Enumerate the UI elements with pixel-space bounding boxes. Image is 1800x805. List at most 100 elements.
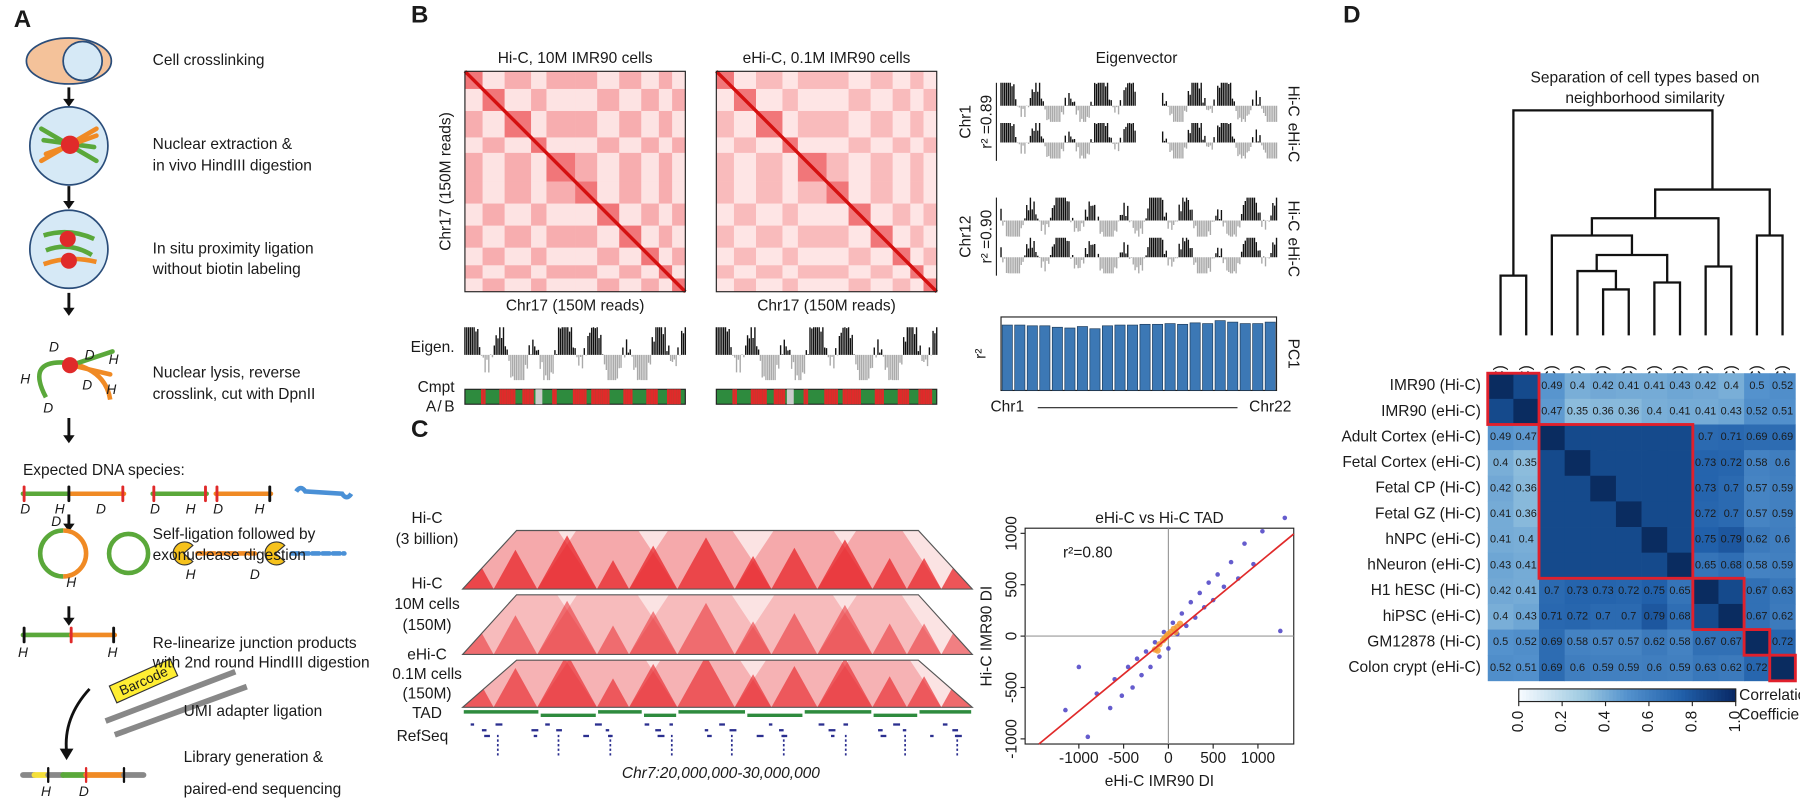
heatmap-cell-block [1590, 475, 1617, 502]
refseq-gene [880, 734, 887, 738]
tad-triangle [629, 530, 772, 590]
cell-label: 0.63 [1695, 662, 1716, 674]
dendrogram-branch [1755, 234, 1784, 336]
y-tick-label: 500 [1004, 572, 1021, 598]
heatmap-cell [1769, 552, 1796, 579]
heatmap-cell [1667, 603, 1694, 630]
compartment-b [856, 389, 859, 405]
compartment-b [598, 389, 601, 405]
heatmap-cell [1590, 603, 1617, 630]
step-text: UMI adapter ligation [184, 703, 323, 720]
arrow [64, 687, 91, 753]
heatmap-texture [892, 181, 911, 204]
point [1170, 620, 1176, 626]
compartment-gap [535, 389, 543, 405]
tad-triangle [629, 660, 772, 708]
heatmap-cell [1667, 629, 1694, 656]
heatmap-texture [848, 137, 871, 153]
arrow-head [63, 617, 75, 626]
bar [1227, 321, 1239, 391]
tad-triangle [817, 604, 873, 655]
bar [1264, 321, 1276, 391]
compartment-b [584, 389, 587, 405]
point [1161, 629, 1167, 635]
colorbar-segment [1641, 688, 1646, 702]
tad-triangle [872, 623, 907, 655]
heatmap-texture [482, 247, 505, 266]
cell-label: 0.43 [1721, 406, 1742, 418]
cell-label: 0.72 [1618, 585, 1639, 597]
point [1148, 664, 1153, 670]
heatmap-texture [910, 278, 924, 292]
row-label: Colon crypt (eHi-C) [1348, 659, 1481, 676]
heatmap-texture [733, 278, 756, 292]
heatmap-texture [482, 152, 505, 182]
eigen-track [1002, 220, 1270, 237]
heatmap-cell [1615, 578, 1642, 605]
cell-label: 0.36 [1516, 482, 1537, 494]
heatmap-texture [797, 71, 827, 89]
compartment-b [522, 389, 525, 405]
tad-triangle [906, 558, 942, 590]
heatmap-texture [546, 247, 576, 266]
heatmap-cell [1744, 603, 1771, 630]
heatmap-texture [672, 181, 686, 204]
heatmap-texture [826, 137, 849, 153]
compartment-b [604, 389, 608, 405]
compartment-b [593, 389, 596, 405]
heatmap-cell-block [1718, 603, 1745, 630]
colorbar-segment [1576, 688, 1581, 702]
cell-label: 0.41 [1695, 406, 1716, 418]
heatmap-texture [546, 181, 576, 204]
heatmap-texture [546, 88, 576, 111]
dendrogram-branch [1595, 253, 1669, 283]
heatmap-texture [641, 278, 659, 292]
colorbar-segment [1601, 688, 1606, 702]
tad-triangle [817, 660, 873, 708]
heatmap-cell [1692, 450, 1719, 477]
point [1063, 707, 1068, 713]
compartment-b [750, 389, 754, 405]
cell-label: 0.72 [1772, 636, 1793, 648]
compartment-b [828, 389, 832, 405]
compartment-b [607, 389, 610, 405]
colorbar-segment [1605, 688, 1610, 702]
x-tick-label: Chr1 [991, 399, 1025, 416]
cell-label: 0.58 [1567, 636, 1588, 648]
heatmap-cell [1487, 603, 1514, 630]
heatmap-cell [1513, 603, 1540, 630]
dna-strand [294, 485, 354, 500]
cell-label: 0.57 [1746, 482, 1767, 494]
heatmap-texture [464, 247, 483, 266]
compartment-b [824, 389, 827, 405]
site-label: H [55, 501, 65, 516]
colorbar-segment [1627, 688, 1632, 702]
heatmap-texture [575, 225, 598, 248]
site-label: H [254, 501, 264, 516]
compartment-b [929, 389, 933, 405]
heatmap-texture [733, 110, 756, 138]
cell-label: 0.57 [1746, 508, 1767, 520]
heatmap-texture [848, 247, 871, 266]
heatmap-cell-block [1513, 398, 1540, 425]
heatmap-cell [1692, 501, 1719, 528]
heatmap-cell [1513, 501, 1540, 528]
colorbar-segment [1565, 688, 1570, 702]
tad-triangle [537, 530, 678, 590]
compartment-b [508, 389, 511, 405]
compartment-b [897, 389, 900, 405]
heatmap-texture [658, 225, 673, 248]
bar [1114, 324, 1126, 391]
cell-label: 0.67 [1746, 585, 1767, 597]
heatmap-texture [531, 71, 547, 89]
colorbar-segment [1572, 688, 1578, 702]
heatmap-texture [756, 88, 783, 111]
heatmap-texture [672, 152, 686, 182]
heatmap-texture [658, 88, 673, 111]
track-label: (150M) [403, 617, 452, 634]
heatmap-cell-block [1641, 450, 1668, 477]
site-label: H [106, 382, 116, 397]
compartment-b [927, 389, 930, 405]
heatmap-texture [464, 88, 483, 111]
heatmap-texture [672, 71, 686, 89]
